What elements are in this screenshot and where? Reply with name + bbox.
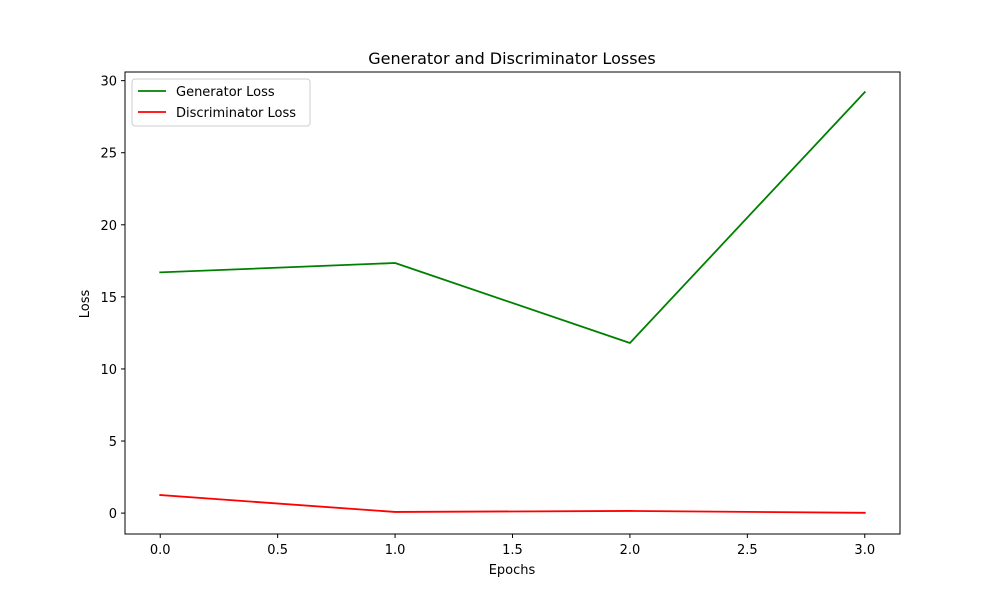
series-line-1 [159,494,866,514]
y-tick-label: 20 [100,219,117,234]
chart-title: Generator and Discriminator Losses [368,49,655,68]
series-line-0 [159,90,867,344]
legend-label-0: Generator Loss [176,85,275,100]
x-tick-label: 3.0 [854,543,875,558]
x-axis: 0.0 0.5 1.0 1.5 2.0 2.5 3.0 [150,534,875,558]
y-tick-label: 5 [109,435,117,450]
y-tick-label: 25 [100,147,117,162]
legend-entries: Generator Loss Discriminator Loss [138,85,296,121]
series-layer [159,90,867,514]
x-tick-label: 1.5 [502,543,523,558]
y-tick-label: 30 [100,75,117,90]
y-axis: 0 5 10 15 20 25 30 [100,75,125,522]
x-tick-label: 1.0 [385,543,406,558]
y-tick-label: 10 [100,363,117,378]
x-tick-label: 2.0 [620,543,641,558]
x-axis-title: Epochs [489,563,536,578]
legend: Generator Loss Discriminator Loss [131,78,311,127]
y-axis-title: Loss [78,290,93,319]
legend-box [131,78,311,127]
legend-label-1: Discriminator Loss [176,106,296,121]
y-tick-label: 0 [109,507,117,522]
x-tick-label: 2.5 [737,543,758,558]
x-tick-label: 0.5 [267,543,288,558]
x-tick-label: 0.0 [150,543,171,558]
y-tick-label: 15 [100,291,117,306]
